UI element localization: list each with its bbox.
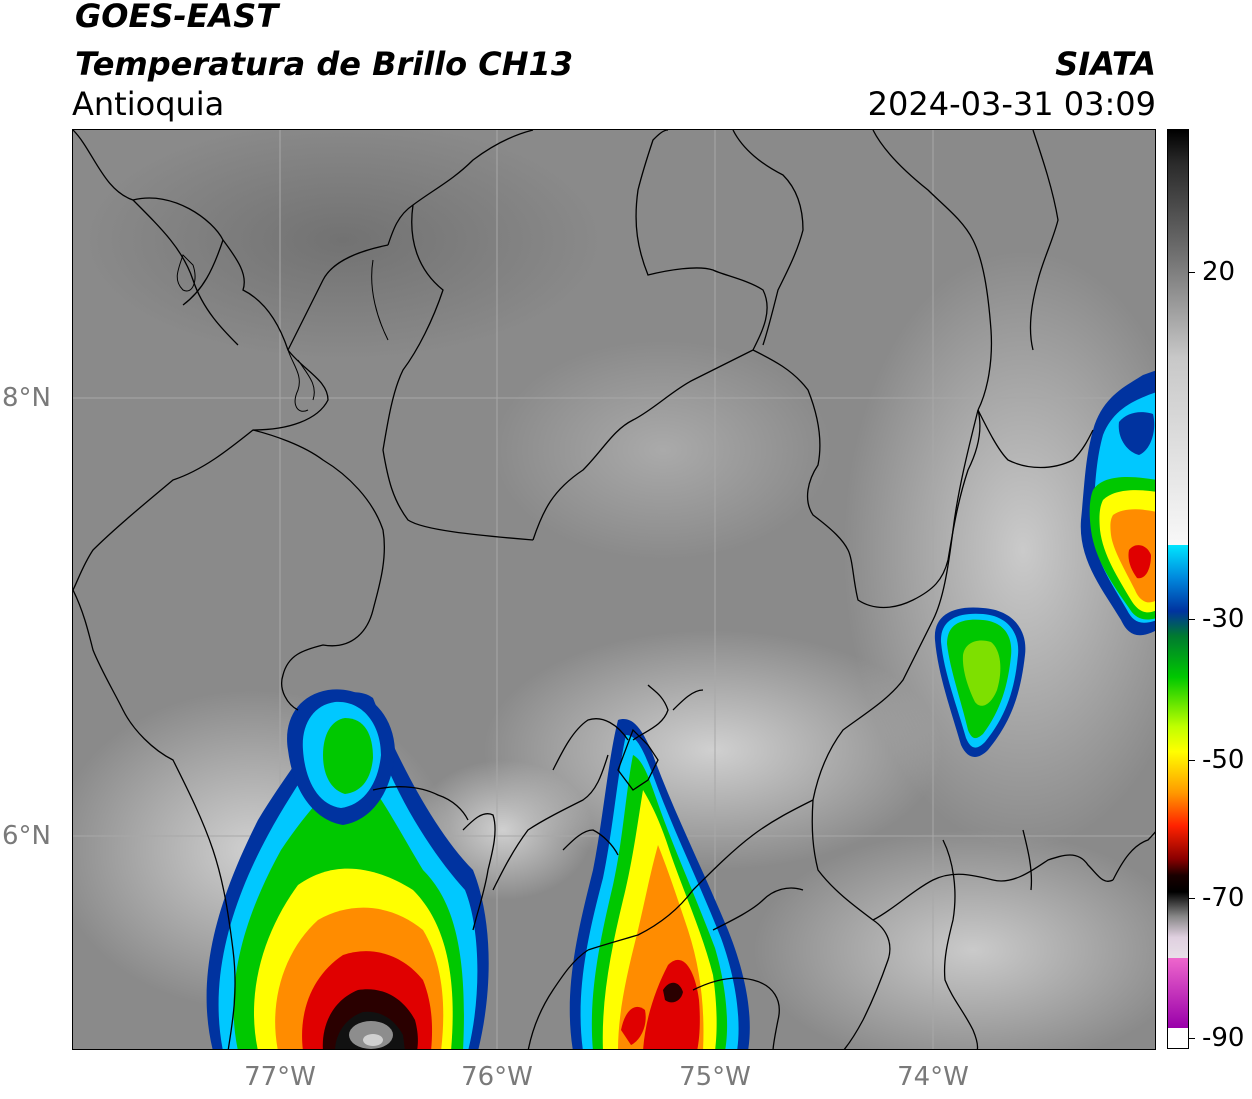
datetime-label: 2024-03-31 03:09 xyxy=(867,85,1156,123)
colorbar-tick xyxy=(1188,898,1195,899)
region-subtitle: Antioquia xyxy=(72,85,225,123)
storm-cell-northeast xyxy=(1080,370,1155,636)
warm-cloud-patch xyxy=(753,830,1155,1049)
colorbar-purple-segment xyxy=(1168,958,1188,1028)
warm-cloud-patch xyxy=(483,630,943,870)
storm-cell-south-central xyxy=(569,719,750,1049)
coastline xyxy=(176,254,389,412)
satellite-map xyxy=(72,129,1156,1050)
storm-cell-southwest xyxy=(206,692,489,1049)
colorbar-label-minus30: -30 xyxy=(1202,604,1245,634)
colorbar-white-segment xyxy=(1168,1028,1188,1048)
lat-label-8n: 8°N xyxy=(2,383,51,413)
dark-patch xyxy=(83,130,603,360)
lon-label-77w: 77°W xyxy=(244,1062,316,1092)
colorbar-label-minus70: -70 xyxy=(1202,883,1245,913)
admin-borders xyxy=(73,130,1155,1049)
colorbar-tick xyxy=(1188,760,1195,761)
lat-label-6n: 6°N xyxy=(2,821,51,851)
colorbar-color-segment xyxy=(1168,545,1188,958)
colorbar-label-minus90: -90 xyxy=(1202,1023,1245,1053)
lon-label-74w: 74°W xyxy=(897,1062,969,1092)
organization-label: SIATA xyxy=(1055,45,1156,83)
storm-cell-west xyxy=(287,689,395,825)
lon-label-76w: 76°W xyxy=(461,1062,533,1092)
colorbar-tick xyxy=(1188,272,1195,273)
storm-cell-east xyxy=(934,607,1026,757)
colorbar-label-20: 20 xyxy=(1202,257,1236,287)
colorbar-tick xyxy=(1188,1038,1195,1039)
product-title: Temperatura de Brillo CH13 xyxy=(75,45,574,83)
colorbar-gray-segment xyxy=(1168,130,1188,545)
satellite-title: GOES-EAST xyxy=(75,0,279,35)
colorbar-label-minus50: -50 xyxy=(1202,745,1245,775)
lon-label-75w: 75°W xyxy=(679,1062,751,1092)
warm-cloud-patch xyxy=(493,340,833,560)
colorbar-tick xyxy=(1188,619,1195,620)
temperature-colorbar xyxy=(1167,129,1189,1049)
